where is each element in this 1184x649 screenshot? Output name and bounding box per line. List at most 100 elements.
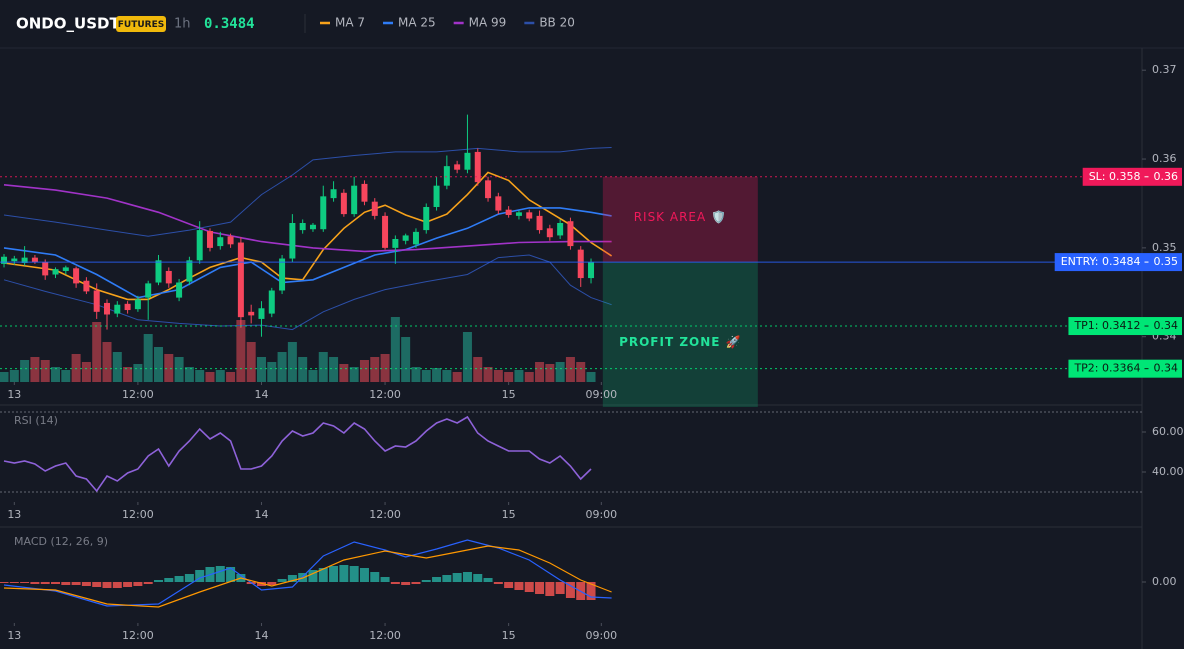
- candle-body: [495, 196, 502, 211]
- x-tick-label: 13: [7, 508, 21, 521]
- macd-histogram-bar: [390, 582, 400, 584]
- macd-histogram-bar: [339, 565, 349, 582]
- macd-histogram-bar: [473, 574, 483, 582]
- price-tag-bg: [1068, 317, 1182, 336]
- macd-histogram-bar: [267, 582, 277, 585]
- macd-histogram-bar: [308, 570, 318, 582]
- candle-body: [258, 308, 265, 319]
- profit-zone: [602, 262, 758, 407]
- candle-body: [289, 222, 296, 259]
- macd-line: [3, 545, 612, 608]
- legend-label: MA 25: [398, 16, 436, 30]
- macd-histogram-bar: [112, 582, 122, 588]
- candle-body: [237, 242, 244, 318]
- badge-bg: [116, 16, 166, 32]
- macd-histogram-bar: [442, 575, 452, 582]
- macd-histogram-bar: [9, 582, 19, 583]
- price-tag-axis: 0.36: [1154, 170, 1179, 183]
- price-tag: 0.34 TP2: 0.3364: [1068, 359, 1182, 378]
- last-price: 0.3484: [204, 16, 255, 32]
- volume-bar: [153, 347, 163, 382]
- x-tick-label: 13: [7, 388, 21, 401]
- x-tick-label: 12:00: [369, 508, 401, 521]
- volume-bar: [30, 357, 40, 382]
- candle-body: [454, 164, 461, 170]
- y-tick-label: 40.00: [1152, 465, 1184, 478]
- candle-body: [165, 270, 172, 284]
- x-tick-label: 13: [7, 629, 21, 642]
- macd-histogram-bar: [61, 582, 71, 585]
- x-tick-label: 14: [254, 629, 268, 642]
- candle-body: [309, 224, 316, 230]
- volume-bar: [524, 372, 534, 382]
- volume-bar: [123, 367, 133, 382]
- price-tag-bg: [1054, 253, 1182, 272]
- volume-bar: [112, 352, 122, 382]
- candle-body: [340, 192, 347, 215]
- candle-body: [93, 290, 100, 312]
- volume-bar: [174, 357, 184, 382]
- volume-bar: [483, 367, 493, 382]
- macd-histogram-bar: [535, 582, 545, 594]
- volume-bar: [349, 367, 359, 382]
- macd-histogram-bar: [30, 582, 40, 584]
- candle-body: [371, 201, 378, 216]
- volume-bar: [246, 342, 256, 382]
- volume-bar: [318, 352, 328, 382]
- volume-bar: [359, 360, 369, 382]
- candle-body: [546, 228, 553, 238]
- volume-bar: [81, 362, 91, 382]
- volume-bar: [493, 370, 503, 382]
- candle-body: [485, 180, 492, 199]
- symbol: ONDO_USDT: [16, 15, 120, 33]
- x-tick-label: 09:00: [585, 388, 617, 401]
- macd-histogram-bar: [411, 582, 421, 584]
- candle-body: [474, 151, 481, 183]
- volume-bar: [421, 370, 431, 382]
- x-tick-label: 09:00: [585, 629, 617, 642]
- volume-bar: [267, 362, 277, 382]
- volume-bar: [401, 337, 411, 382]
- macd-histogram-bar: [102, 582, 112, 588]
- macd-histogram-bar: [329, 566, 339, 582]
- macd-histogram-bar: [586, 582, 596, 600]
- y-tick-label: 0.37: [1152, 63, 1177, 76]
- volume-bar: [411, 367, 421, 382]
- volume-bar: [308, 370, 318, 382]
- candle-body: [134, 299, 141, 310]
- macd-histogram-bar: [51, 582, 61, 584]
- macd-histogram-bar: [401, 582, 411, 585]
- price-tag: 0.35 ENTRY: 0.3484: [1054, 253, 1182, 272]
- macd-histogram-bar: [153, 580, 163, 582]
- x-tick-label: 12:00: [122, 629, 154, 642]
- volume-bar: [51, 367, 61, 382]
- volume-bar: [452, 372, 462, 382]
- moving-average: [3, 184, 612, 253]
- candle-body: [577, 249, 584, 279]
- macd-histogram-bar: [184, 574, 194, 582]
- interval: 1h: [174, 17, 191, 32]
- candle-body: [412, 231, 419, 245]
- macd-histogram-bar: [71, 582, 81, 585]
- volume-bar: [277, 352, 287, 382]
- price-tag-bg: [1082, 167, 1182, 186]
- volume-bar: [514, 370, 524, 382]
- legend: MA 7 MA 25 MA 99 BB 20: [320, 16, 575, 30]
- y-tick-label: 0.00: [1152, 575, 1177, 588]
- macd-histogram-bar: [349, 566, 359, 582]
- macd-histogram-bar: [452, 573, 462, 582]
- x-tick-label: 15: [502, 508, 516, 521]
- volume-bar: [432, 368, 442, 382]
- candle-body: [464, 152, 471, 170]
- legend-label: MA 7: [335, 16, 365, 30]
- zone-label: RISK AREA 🛡️: [634, 210, 727, 224]
- candle-body: [268, 290, 275, 314]
- volume-bar: [102, 342, 112, 382]
- volume-bar: [545, 364, 555, 382]
- volume-bar: [71, 354, 81, 382]
- volume-bar: [143, 334, 153, 382]
- volume-bar: [205, 372, 215, 382]
- volume-bar: [576, 362, 586, 382]
